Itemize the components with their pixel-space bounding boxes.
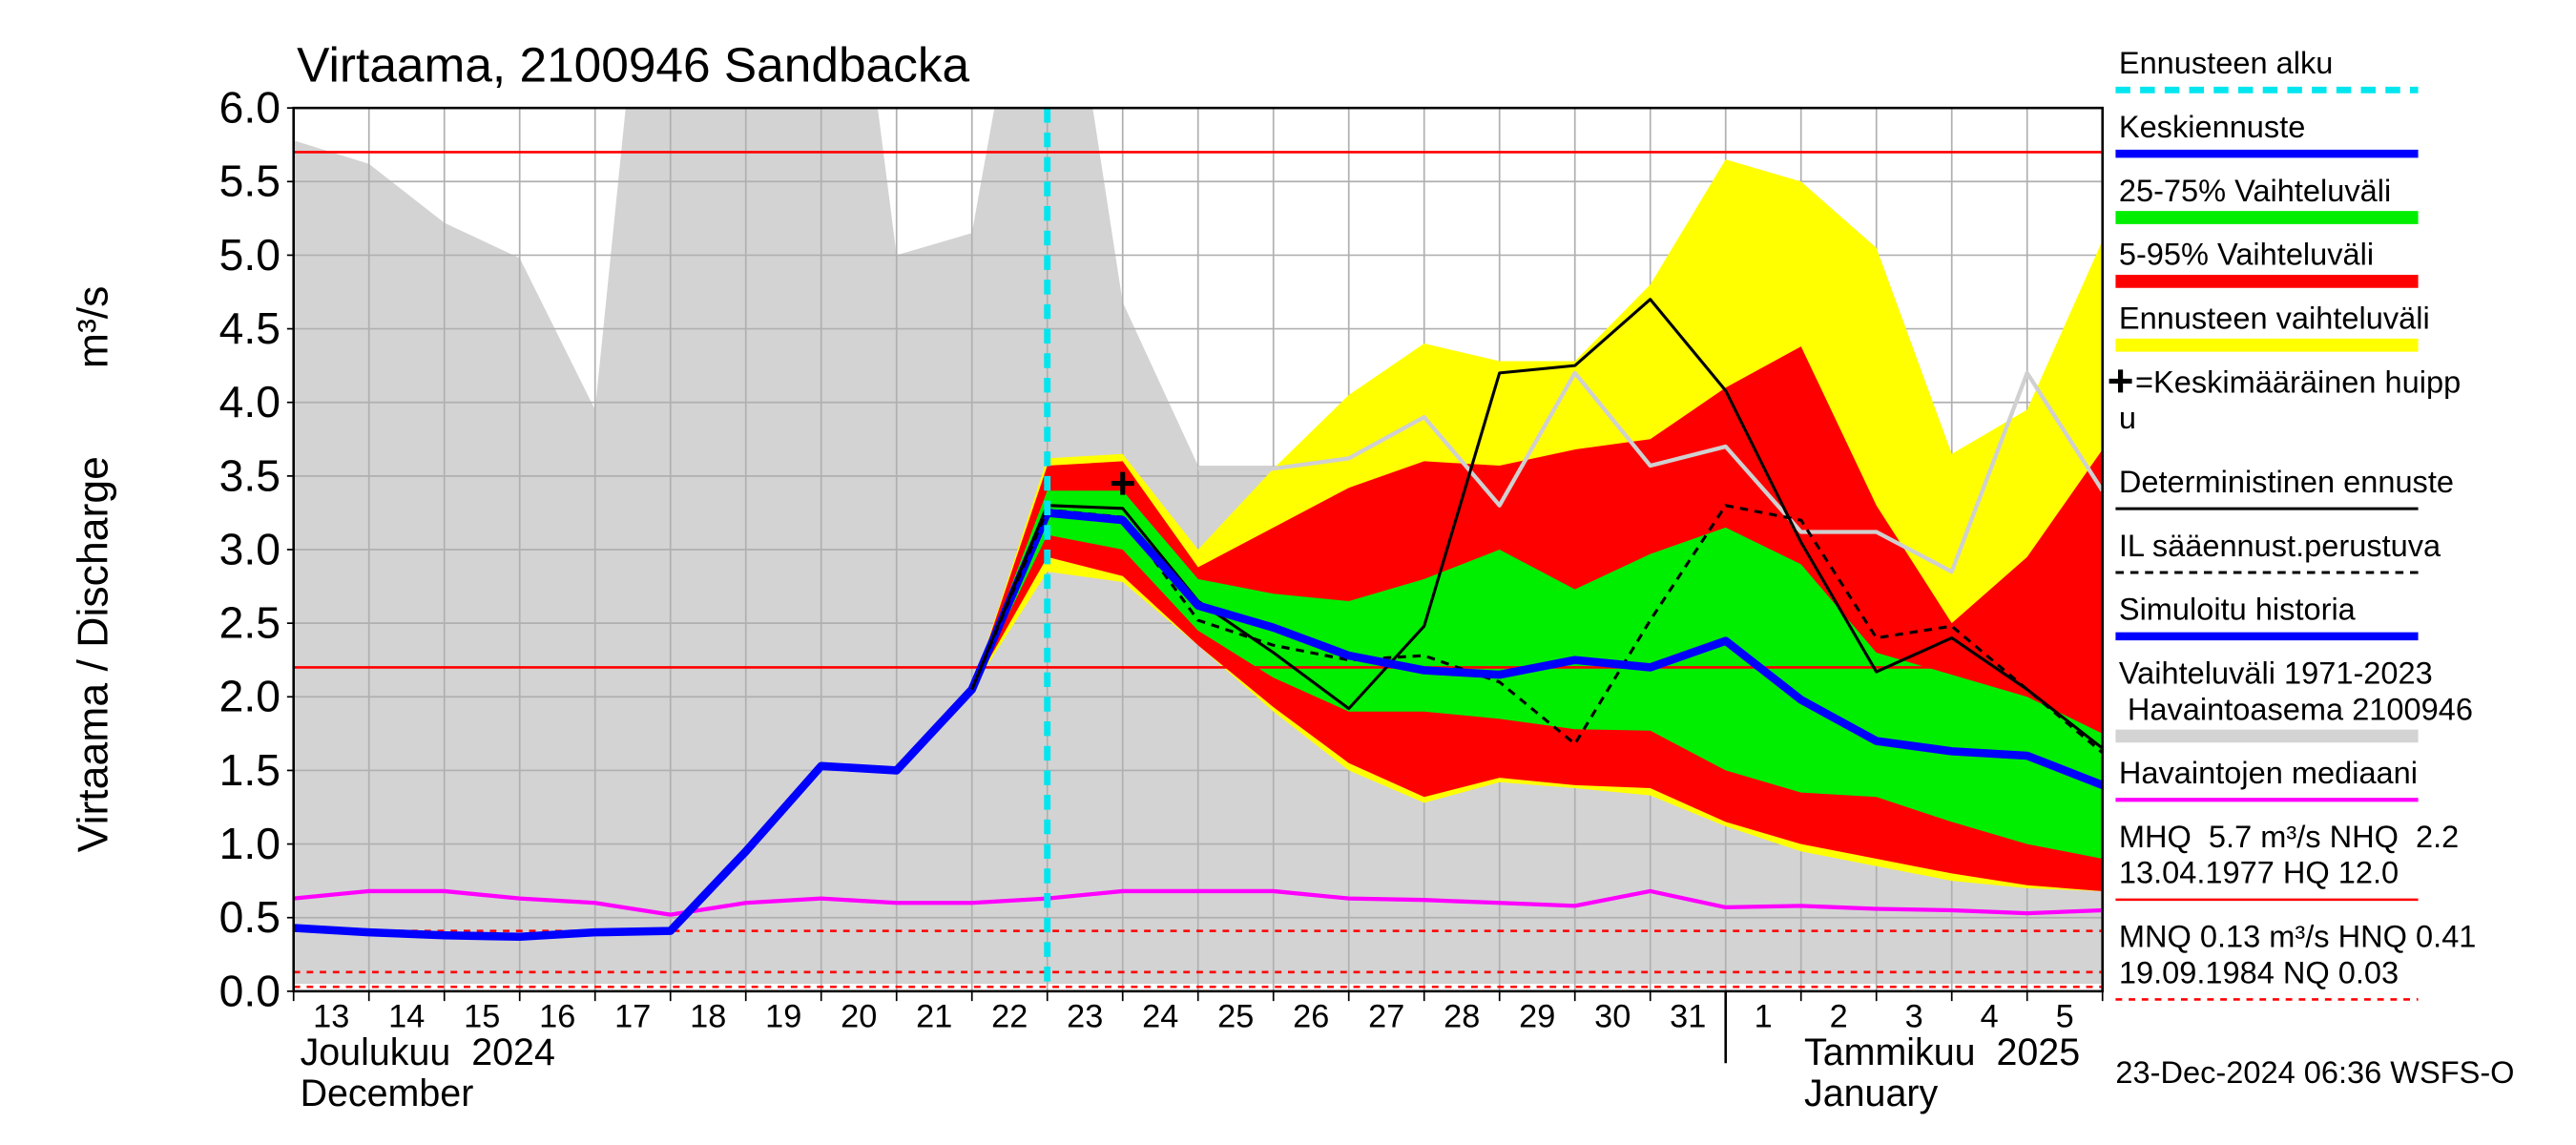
legend-label: 19.09.1984 NQ 0.03 — [2119, 955, 2399, 989]
legend-marker — [2109, 369, 2132, 393]
series-line — [293, 888, 2103, 917]
series-line — [970, 504, 2103, 755]
x-tick-label: 3 — [1905, 999, 1923, 1035]
legend-label: Keskiennuste — [2119, 110, 2306, 144]
series-line — [1047, 509, 2103, 789]
month-label: December — [301, 1072, 474, 1114]
x-tick-label: 15 — [464, 999, 500, 1035]
x-tick-label: 27 — [1368, 999, 1404, 1035]
legend-label: Ennusteen vaihteluväli — [2119, 302, 2430, 336]
y-tick-label: 0.5 — [219, 892, 280, 942]
x-tick-label: 20 — [841, 999, 877, 1035]
plot-area — [293, 108, 2103, 991]
x-tick-label: 26 — [1293, 999, 1329, 1035]
legend-label: MHQ 5.7 m³/s NHQ 2.2 — [2119, 820, 2459, 854]
x-tick-label: 1 — [1755, 999, 1773, 1035]
legend-label: MNQ 0.13 m³/s HNQ 0.41 — [2119, 920, 2477, 954]
y-axis-label: Virtaama / Discharge — [70, 456, 116, 852]
series-line — [293, 510, 1051, 942]
legend-label: IL sääennust.perustuva — [2119, 529, 2441, 563]
month-label: January — [1804, 1072, 1938, 1114]
legend-label: u — [2119, 401, 2136, 435]
x-tick-label: 21 — [916, 999, 952, 1035]
x-tick-label: 31 — [1670, 999, 1706, 1035]
legend-label: Ennusteen alku — [2119, 46, 2334, 80]
x-tick-label: 4 — [1981, 999, 1999, 1035]
timestamp: 23-Dec-2024 06:36 WSFS-O — [2115, 1055, 2514, 1090]
x-tick-label: 18 — [690, 999, 726, 1035]
y-tick-label: 4.5 — [219, 303, 280, 353]
peak-marker — [1111, 471, 1134, 495]
legend-label: 5-95% Vaihteluväli — [2119, 238, 2374, 272]
plot-frame — [292, 106, 2104, 993]
y-tick-label: 1.0 — [219, 819, 280, 868]
x-tick-label: 30 — [1594, 999, 1631, 1035]
y-tick-label: 1.5 — [219, 745, 280, 795]
x-tick-label: 2 — [1830, 999, 1848, 1035]
y-axis-unit: m³/s — [70, 286, 116, 369]
x-tick-label: 23 — [1067, 999, 1103, 1035]
y-tick-label: 4.0 — [219, 377, 280, 427]
y-tick-label: 6.0 — [219, 83, 280, 133]
legend-label: Havaintojen mediaani — [2119, 756, 2418, 790]
y-tick-label: 5.0 — [219, 230, 280, 280]
chart-title: Virtaama, 2100946 Sandbacka — [297, 37, 969, 93]
y-tick-label: 3.0 — [219, 524, 280, 573]
y-tick-label: 0.0 — [219, 966, 280, 1015]
x-tick-label: 24 — [1142, 999, 1178, 1035]
legend-label: Vaihteluväli 1971-2023 — [2119, 656, 2433, 691]
legend-label: Simuloitu historia — [2119, 593, 2357, 627]
range-band — [971, 490, 2103, 859]
y-tick-label: 2.0 — [219, 672, 280, 721]
series-line — [970, 298, 2103, 750]
y-tick-label: 3.5 — [219, 450, 280, 500]
x-tick-label: 16 — [539, 999, 575, 1035]
x-tick-label: 22 — [991, 999, 1028, 1035]
series-line — [1197, 370, 2103, 574]
y-tick-label: 5.5 — [219, 156, 280, 206]
x-tick-label: 14 — [388, 999, 425, 1035]
x-tick-label: 29 — [1519, 999, 1555, 1035]
legend-label: Havaintoasema 2100946 — [2119, 692, 2473, 726]
month-label: Joulukuu 2024 — [301, 1031, 555, 1073]
x-tick-label: 28 — [1444, 999, 1480, 1035]
x-tick-label: 19 — [765, 999, 801, 1035]
month-label: Tammikuu 2025 — [1804, 1031, 2080, 1073]
legend-label: 25-75% Vaihteluväli — [2119, 174, 2391, 208]
legend-label: 13.04.1977 HQ 12.0 — [2119, 856, 2399, 890]
y-tick-label: 2.5 — [219, 598, 280, 648]
x-tick-label: 17 — [614, 999, 651, 1035]
x-tick-label: 13 — [313, 999, 349, 1035]
x-tick-label: 5 — [2056, 999, 2074, 1035]
x-tick-label: 25 — [1217, 999, 1254, 1035]
legend-label: =Keskimääräinen huipp — [2135, 364, 2461, 399]
legend-label: Deterministinen ennuste — [2119, 465, 2454, 499]
